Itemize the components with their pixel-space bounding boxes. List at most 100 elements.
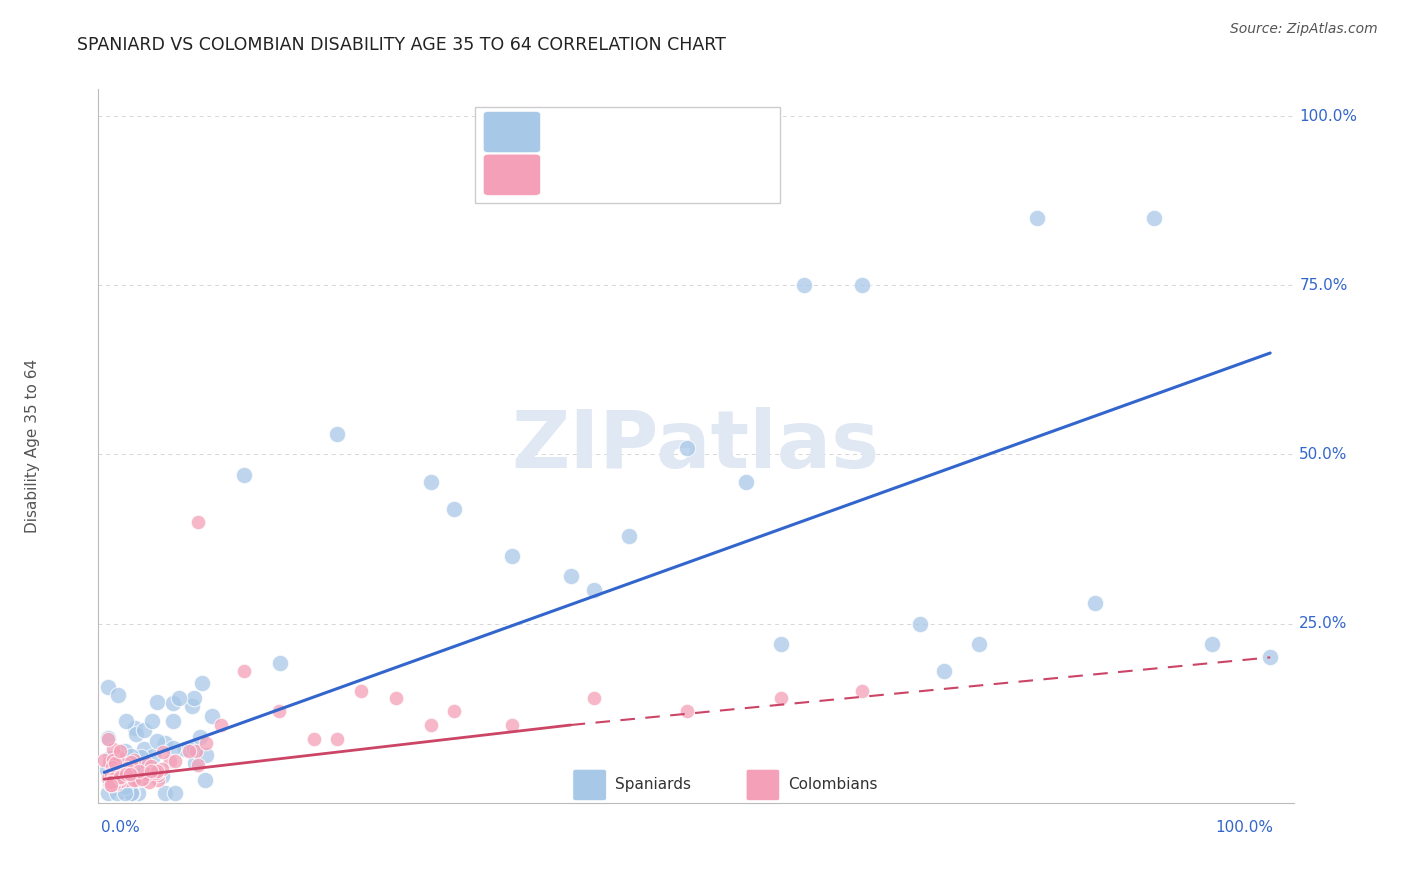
Point (146, 773, 169, 788)
Text: SPANIARD VS COLOMBIAN DISABILITY AGE 35 TO 64 CORRELATION CHART: SPANIARD VS COLOMBIAN DISABILITY AGE 35 … (77, 36, 727, 54)
Point (146, 695, 169, 709)
Text: 25.0%: 25.0% (1299, 616, 1348, 631)
Text: ZIPatlas: ZIPatlas (512, 407, 880, 485)
Point (108, 772, 131, 786)
Point (141, 714, 163, 728)
Point (124, 773, 146, 788)
Point (125, 761, 148, 775)
Point (115, 760, 138, 774)
Point (443, 705, 465, 719)
Point (932, 664, 955, 678)
Text: N = 81: N = 81 (672, 166, 734, 184)
Point (124, 721, 146, 735)
Point (142, 749, 165, 764)
Point (107, 689, 129, 703)
Point (793, 278, 815, 293)
Point (167, 691, 190, 706)
Point (155, 786, 177, 800)
Point (114, 744, 136, 758)
Point (98, 755, 121, 769)
Point (97, 731, 120, 746)
Point (501, 718, 523, 732)
Point (384, 690, 406, 705)
Point (501, 549, 523, 563)
Text: 100.0%: 100.0% (1216, 820, 1274, 835)
Point (114, 773, 136, 788)
Point (269, 705, 291, 719)
Point (103, 772, 125, 787)
Point (1142, 211, 1164, 225)
Point (1026, 211, 1049, 225)
Point (194, 772, 217, 787)
Point (443, 501, 465, 516)
Text: R = 0.143: R = 0.143 (548, 166, 633, 184)
Point (187, 757, 209, 772)
Point (145, 766, 167, 780)
Point (194, 748, 217, 763)
FancyBboxPatch shape (747, 769, 780, 801)
Point (101, 752, 124, 766)
Point (100, 778, 122, 792)
Point (1258, 650, 1281, 665)
Point (183, 756, 205, 771)
Point (114, 786, 136, 800)
Point (131, 772, 153, 786)
Point (419, 718, 441, 732)
Point (134, 723, 156, 737)
Point (560, 569, 582, 583)
Text: 50.0%: 50.0% (1299, 447, 1348, 462)
Point (135, 756, 157, 770)
Point (1201, 637, 1223, 651)
Point (103, 764, 125, 778)
Point (128, 764, 150, 779)
Point (115, 771, 138, 785)
Text: 100.0%: 100.0% (1299, 109, 1357, 124)
Point (105, 764, 128, 778)
Point (162, 696, 184, 710)
Point (104, 766, 127, 780)
Point (419, 475, 441, 489)
Text: Spaniards: Spaniards (614, 778, 690, 792)
Point (120, 764, 142, 779)
Point (152, 745, 174, 759)
Point (114, 757, 136, 772)
Point (100, 767, 122, 781)
FancyBboxPatch shape (572, 769, 606, 801)
Point (184, 744, 207, 758)
Point (112, 770, 135, 784)
Point (97, 786, 120, 800)
FancyBboxPatch shape (475, 107, 780, 203)
Point (120, 786, 142, 800)
Point (165, 786, 187, 800)
Point (302, 731, 325, 746)
Point (183, 690, 205, 705)
Point (269, 656, 291, 670)
Point (195, 736, 218, 750)
Point (174, 742, 197, 756)
Point (146, 733, 169, 747)
Point (100, 751, 122, 765)
Point (146, 764, 169, 778)
Point (96, 763, 118, 777)
Text: Source: ZipAtlas.com: Source: ZipAtlas.com (1230, 22, 1378, 37)
Point (967, 637, 990, 651)
Point (134, 742, 156, 756)
Point (233, 467, 256, 482)
Point (769, 690, 792, 705)
Point (114, 780, 136, 794)
Point (125, 726, 148, 740)
Point (114, 714, 136, 729)
Point (121, 786, 143, 800)
Point (93, 753, 115, 767)
Point (138, 765, 160, 780)
Point (201, 709, 224, 723)
Point (103, 777, 125, 791)
Point (148, 768, 170, 782)
Point (181, 698, 204, 713)
Point (98, 775, 121, 789)
Point (125, 772, 148, 786)
Point (114, 766, 136, 780)
FancyBboxPatch shape (484, 154, 541, 195)
Point (97, 771, 120, 785)
Point (103, 756, 125, 771)
